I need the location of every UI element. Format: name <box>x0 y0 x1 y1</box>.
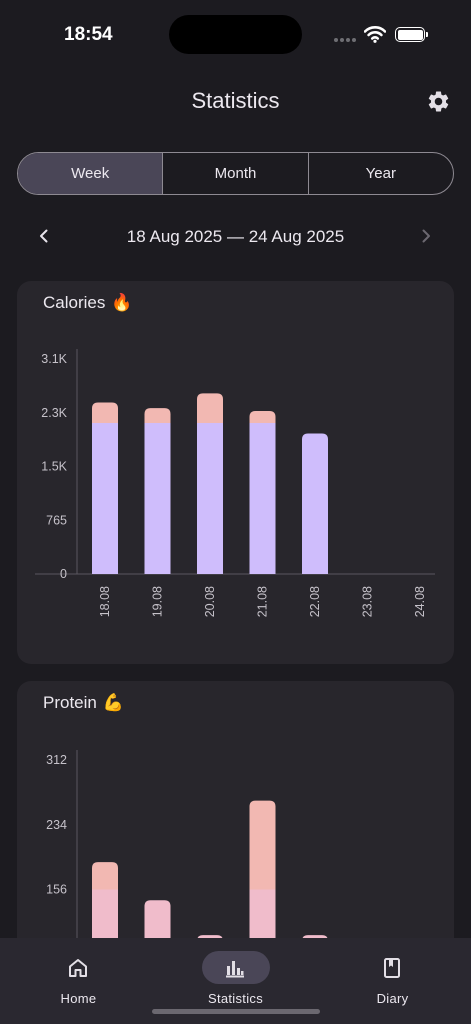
protein-y-tick-label: 156 <box>46 883 67 897</box>
tab-year[interactable]: Year <box>307 153 453 194</box>
calories-x-tick-label: 23.08 <box>361 586 375 617</box>
calories-bar-segment <box>249 410 276 423</box>
home-indicator <box>152 1009 320 1014</box>
protein-bar-segment <box>249 800 276 890</box>
calories-bar-segment <box>249 422 276 574</box>
chevron-right-icon[interactable] <box>418 228 434 244</box>
calories-bar-segment <box>92 402 118 423</box>
book-icon <box>384 958 400 978</box>
calories-bar-segment <box>197 393 223 423</box>
status-bar: 18:54 <box>0 0 471 60</box>
calories-y-tick-label: 765 <box>46 513 67 527</box>
calories-bar-segment <box>144 408 171 423</box>
calories-x-tick-label: 24.08 <box>413 586 427 617</box>
protein-y-tick-label: 312 <box>46 753 67 767</box>
calories-title: Calories 🔥 <box>43 293 133 313</box>
protein-card: Protein 💪 78156234312 <box>17 681 454 981</box>
protein-title-text: Protein <box>43 693 97 712</box>
calories-bar-segment <box>302 433 328 574</box>
flexed-biceps-icon: 💪 <box>102 693 125 712</box>
home-icon <box>69 959 87 977</box>
calories-chart: 0 765 1.5K 2.3K 3.1K 18.08 19.08 20.08 21.08 22.0… <box>35 349 435 617</box>
nav-home-label: Home <box>60 991 97 1006</box>
wifi-icon <box>364 26 386 43</box>
calories-title-text: Calories <box>43 293 106 312</box>
calories-card: Calories 🔥 0 765 1.5K 2.3K 3.1K 18.08 19.08 20.… <box>17 281 454 664</box>
cellular-signal-icon <box>334 38 356 42</box>
settings-gear-icon[interactable] <box>426 89 451 114</box>
tab-week[interactable]: Week <box>18 153 163 194</box>
calories-y-tick-label: 3.1K <box>41 352 67 366</box>
fire-icon: 🔥 <box>111 293 133 312</box>
date-range-label: 18 Aug 2025 — 24 Aug 2025 <box>126 227 345 246</box>
bar-chart-icon <box>226 961 244 978</box>
calories-x-tick-label: 18.08 <box>98 586 112 617</box>
nav-statistics[interactable]: Statistics <box>157 938 314 1024</box>
status-time: 18:54 <box>64 24 113 45</box>
protein-chart: 78156234312 <box>46 750 328 981</box>
battery-icon <box>395 27 428 42</box>
nav-diary[interactable]: Diary <box>314 938 471 1024</box>
calories-x-tick-label: 20.08 <box>203 586 217 617</box>
page-title: Statistics <box>191 88 280 113</box>
nav-home[interactable]: Home <box>0 938 157 1024</box>
calories-bar-segment <box>144 422 171 574</box>
protein-bar-segment <box>92 862 118 890</box>
calories-y-tick-label: 0 <box>60 567 67 581</box>
protein-title: Protein 💪 <box>43 693 124 713</box>
calories-y-tick-label: 1.5K <box>41 460 67 474</box>
period-selector: Week Month Year <box>17 152 454 195</box>
nav-statistics-label: Statistics <box>207 991 263 1006</box>
date-navigation: 18 Aug 2025 — 24 Aug 2025 <box>0 222 471 252</box>
calories-bar-segment <box>92 422 118 574</box>
calories-bar-segment <box>197 422 223 574</box>
dynamic-island <box>169 15 302 54</box>
nav-diary-label: Diary <box>376 991 409 1006</box>
calories-x-tick-label: 19.08 <box>151 586 165 617</box>
calories-x-tick-label: 22.08 <box>308 586 322 617</box>
tab-month[interactable]: Month <box>162 153 307 194</box>
protein-y-tick-label: 234 <box>46 818 67 832</box>
calories-x-tick-label: 21.08 <box>256 586 270 617</box>
nav-active-indicator <box>202 951 270 984</box>
calories-y-tick-label: 2.3K <box>41 406 67 420</box>
chevron-left-icon[interactable] <box>36 228 52 244</box>
